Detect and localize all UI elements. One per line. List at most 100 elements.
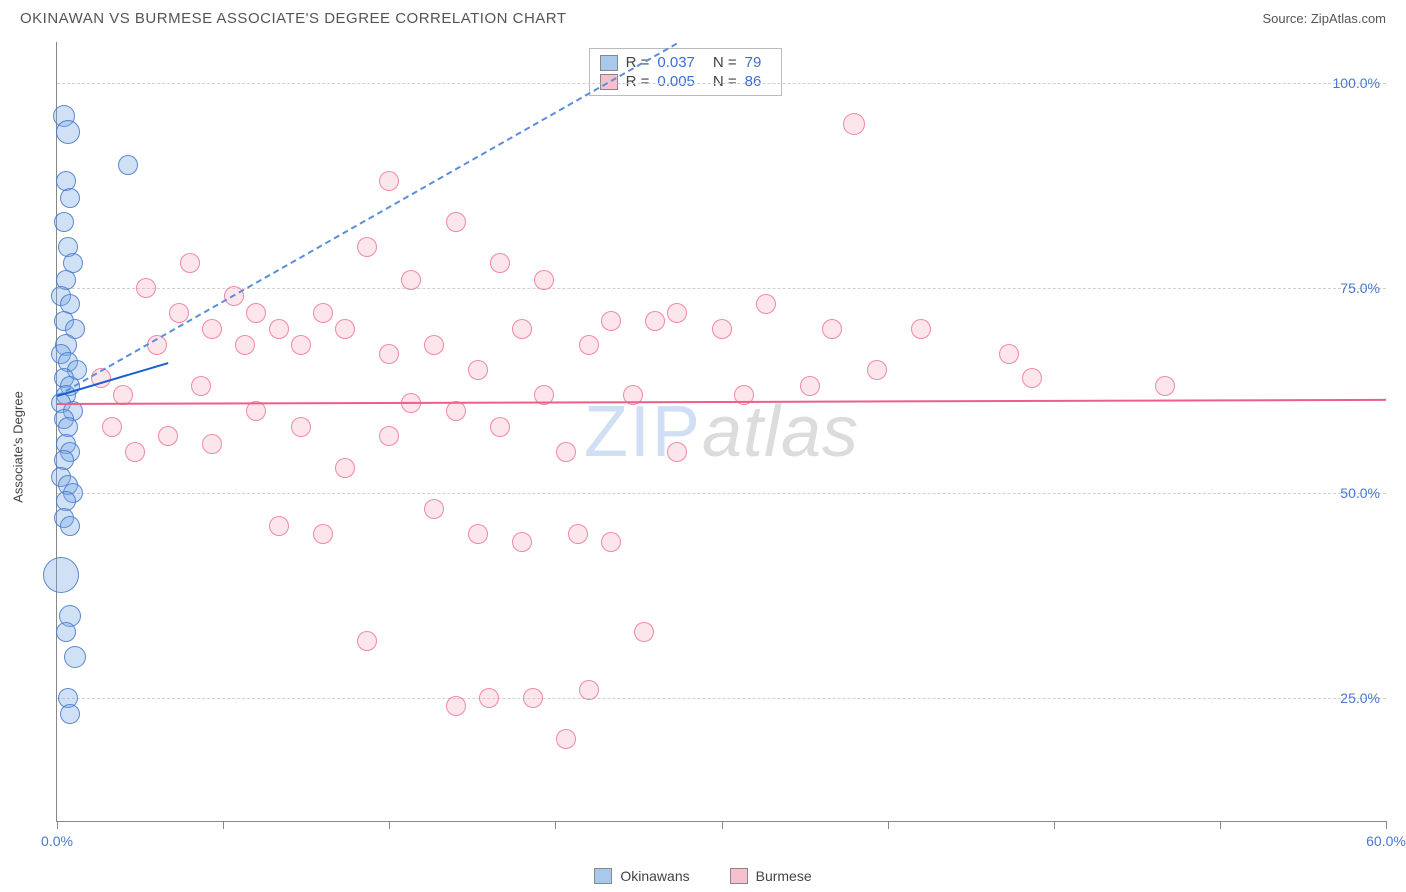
chart-container: Associate's Degree ZIPatlas R =0.037N =7… [20, 42, 1386, 852]
scatter-point-burmese [756, 294, 776, 314]
scatter-point-burmese [479, 688, 499, 708]
scatter-point-burmese [468, 360, 488, 380]
scatter-point-burmese [1155, 376, 1175, 396]
legend-swatch [730, 868, 748, 884]
scatter-point-burmese [523, 688, 543, 708]
y-tick-label: 75.0% [1340, 280, 1380, 296]
scatter-point-burmese [379, 344, 399, 364]
legend-item: Okinawans [594, 868, 689, 884]
scatter-point-burmese [246, 303, 266, 323]
scatter-point-burmese [534, 270, 554, 290]
scatter-point-burmese [291, 335, 311, 355]
scatter-point-burmese [424, 499, 444, 519]
plot-area: ZIPatlas R =0.037N =79R =0.005N =86 25.0… [56, 42, 1386, 822]
scatter-point-okinawan [56, 120, 80, 144]
scatter-point-burmese [446, 212, 466, 232]
scatter-point-burmese [568, 524, 588, 544]
x-tick [722, 821, 723, 829]
gridline-h [57, 493, 1386, 494]
scatter-point-burmese [401, 270, 421, 290]
scatter-point-burmese [379, 426, 399, 446]
scatter-point-burmese [335, 319, 355, 339]
scatter-point-burmese [556, 442, 576, 462]
scatter-point-burmese [601, 311, 621, 331]
stat-n-label: N = [713, 73, 737, 90]
scatter-point-burmese [822, 319, 842, 339]
y-axis-label: Associate's Degree [11, 391, 26, 503]
scatter-point-burmese [335, 458, 355, 478]
scatter-point-burmese [313, 303, 333, 323]
scatter-point-burmese [357, 631, 377, 651]
legend-item: Burmese [730, 868, 812, 884]
watermark-part2: atlas [702, 392, 859, 472]
chart-title: OKINAWAN VS BURMESE ASSOCIATE'S DEGREE C… [20, 10, 567, 27]
scatter-point-okinawan [118, 155, 138, 175]
scatter-point-burmese [202, 319, 222, 339]
scatter-point-okinawan [56, 622, 76, 642]
series-swatch [600, 55, 618, 71]
stats-legend-box: R =0.037N =79R =0.005N =86 [589, 48, 783, 96]
scatter-point-burmese [446, 696, 466, 716]
scatter-point-burmese [291, 417, 311, 437]
stats-row: R = 0.005 N = 86 [600, 72, 772, 91]
scatter-point-burmese [999, 344, 1019, 364]
gridline-h [57, 698, 1386, 699]
legend-label: Burmese [756, 868, 812, 884]
legend-swatch [594, 868, 612, 884]
scatter-point-burmese [512, 319, 532, 339]
scatter-point-burmese [667, 442, 687, 462]
gridline-h [57, 83, 1386, 84]
x-tick [1386, 821, 1387, 829]
x-tick [389, 821, 390, 829]
scatter-point-burmese [169, 303, 189, 323]
scatter-point-burmese [313, 524, 333, 544]
scatter-point-okinawan [60, 516, 80, 536]
scatter-point-burmese [634, 622, 654, 642]
x-tick [1054, 821, 1055, 829]
scatter-point-burmese [490, 253, 510, 273]
scatter-point-burmese [235, 335, 255, 355]
bottom-legend: Okinawans Burmese [0, 868, 1406, 884]
scatter-point-okinawan [54, 212, 74, 232]
scatter-point-burmese [579, 680, 599, 700]
scatter-point-burmese [357, 237, 377, 257]
scatter-point-burmese [191, 376, 211, 396]
scatter-point-burmese [1022, 368, 1042, 388]
scatter-point-burmese [113, 385, 133, 405]
y-tick-label: 50.0% [1340, 485, 1380, 501]
scatter-point-burmese [379, 171, 399, 191]
x-tick [1220, 821, 1221, 829]
scatter-point-burmese [269, 516, 289, 536]
scatter-point-burmese [424, 335, 444, 355]
x-tick [555, 821, 556, 829]
scatter-point-burmese [490, 417, 510, 437]
scatter-point-burmese [800, 376, 820, 396]
stat-r-value: 0.037 [657, 54, 695, 71]
stat-n-label: N = [713, 54, 737, 71]
x-tick [223, 821, 224, 829]
watermark-part1: ZIP [584, 392, 702, 472]
scatter-point-burmese [712, 319, 732, 339]
scatter-point-burmese [645, 311, 665, 331]
scatter-point-burmese [202, 434, 222, 454]
trendline-burmese [57, 399, 1386, 405]
scatter-point-okinawan [60, 704, 80, 724]
scatter-point-okinawan [64, 646, 86, 668]
stat-r-label: R = [626, 73, 650, 90]
stat-n-value: 86 [745, 73, 762, 90]
scatter-point-burmese [556, 729, 576, 749]
legend-label: Okinawans [620, 868, 689, 884]
x-tick [888, 821, 889, 829]
scatter-point-burmese [843, 113, 865, 135]
scatter-point-burmese [468, 524, 488, 544]
scatter-point-burmese [579, 335, 599, 355]
scatter-point-burmese [867, 360, 887, 380]
y-tick-label: 25.0% [1340, 690, 1380, 706]
x-tick [57, 821, 58, 829]
stat-r-value: 0.005 [657, 73, 695, 90]
gridline-h [57, 288, 1386, 289]
scatter-point-burmese [911, 319, 931, 339]
scatter-point-okinawan [60, 188, 80, 208]
y-tick-label: 100.0% [1333, 75, 1380, 91]
scatter-point-burmese [269, 319, 289, 339]
